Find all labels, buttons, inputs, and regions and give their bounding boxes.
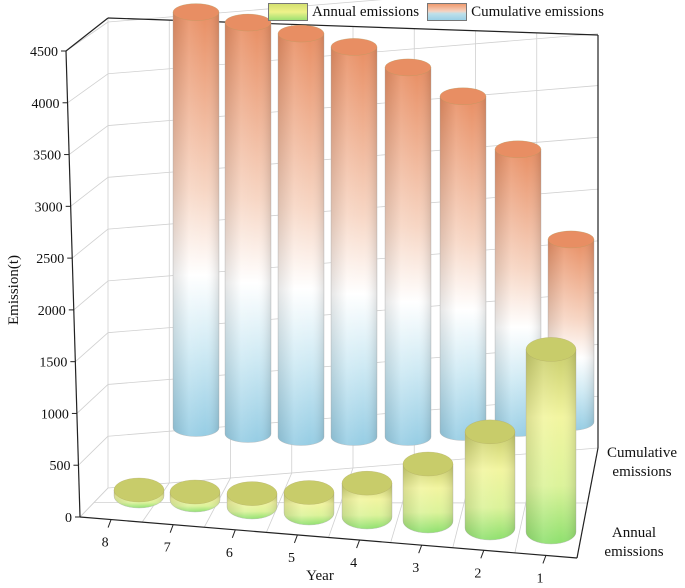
gridline-left-7 — [68, 125, 109, 155]
cumulative-bar-year-4 — [384, 58, 432, 446]
legend-item-cumulative: Cumulative emissions — [427, 3, 604, 21]
cumulative-bar-year-6 — [277, 24, 325, 446]
legend-item-annual: Annual emissions — [268, 3, 419, 21]
y-tick-label-9: 4500 — [30, 45, 58, 60]
x-tick-mark-1 — [542, 555, 547, 564]
x-tick-mark-4 — [356, 539, 361, 549]
y-tick-label-2: 1000 — [41, 407, 69, 422]
x-tick-mark-8 — [107, 519, 112, 528]
annual-bar-year-1 — [525, 337, 577, 545]
annual-bar-year-6 — [226, 481, 278, 520]
depth-label-cumulative: Cumulative emissions — [607, 445, 677, 480]
gridline-left-1 — [78, 435, 109, 466]
y-tick-label-3: 1500 — [39, 356, 67, 371]
annual-bar-year-5 — [283, 480, 335, 526]
x-tick-label-1: 1 — [536, 571, 543, 583]
annual-bar-year-4 — [341, 470, 393, 530]
x-tick-label-2: 2 — [474, 566, 481, 581]
gridline-left-3 — [75, 332, 109, 362]
y-tick-label-8: 4000 — [32, 97, 60, 112]
y-tick-label-7: 3500 — [33, 149, 61, 164]
legend-label-cumulative: Cumulative emissions — [471, 3, 605, 20]
y-tick-label-6: 3000 — [35, 200, 63, 215]
x-axis-title: Year — [306, 568, 334, 583]
annual-bars — [113, 337, 577, 545]
gridline-left-4 — [73, 280, 109, 311]
cumulative-bars — [172, 3, 595, 446]
legend-swatch-cumulative — [427, 3, 468, 21]
y-tick-label-5: 2500 — [36, 252, 64, 267]
x-tick-mark-2 — [480, 550, 485, 559]
x-tick-mark-6 — [231, 529, 236, 538]
cumulative-bar-year-8 — [172, 3, 220, 437]
annual-bar-year-7 — [169, 479, 221, 513]
top-left-edge — [65, 17, 109, 52]
y-axis-title: Emission(t) — [6, 255, 22, 325]
x-tick-label-7: 7 — [164, 541, 171, 556]
axis-labels: 0 500 1000 1500 2000 2500 3000 3500 4000 4500 Emis… — [6, 45, 677, 586]
gridline-left-2 — [76, 384, 109, 414]
depth-axis-line — [576, 447, 599, 559]
x-tick-mark-7 — [169, 524, 174, 533]
legend-swatch-annual — [268, 3, 308, 21]
gridline-left-6 — [70, 177, 109, 207]
cumulative-bar-year-5 — [330, 38, 378, 446]
x-tick-mark-3 — [418, 545, 423, 554]
annual-bar-year-2 — [464, 419, 516, 541]
annual-bar-year-3 — [402, 451, 454, 534]
y-tick-label-1: 500 — [49, 459, 70, 474]
y-tick-label-0: 0 — [65, 511, 72, 526]
x-tick-label-8: 8 — [102, 536, 109, 551]
x-axis-line — [79, 516, 578, 559]
legend: Annual emissions Cumulative emissions — [268, 0, 604, 24]
x-tick-label-5: 5 — [288, 551, 295, 566]
x-tick-label-3: 3 — [412, 561, 419, 576]
annual-bar-year-8 — [113, 477, 165, 509]
x-tick-label-6: 6 — [226, 546, 233, 561]
cumulative-bar-year-3 — [439, 87, 487, 441]
gridline-left-5 — [71, 228, 109, 259]
cumulative-bar-year-7 — [224, 13, 272, 443]
x-tick-mark-5 — [293, 534, 298, 544]
gridline-left-8 — [67, 73, 109, 104]
y-tick-label-4: 2000 — [38, 304, 66, 319]
depth-label-annual: Annual emissions — [604, 525, 663, 560]
y-axis-line — [65, 50, 81, 518]
legend-label-annual: Annual emissions — [312, 3, 420, 20]
x-tick-label-4: 4 — [350, 556, 357, 571]
